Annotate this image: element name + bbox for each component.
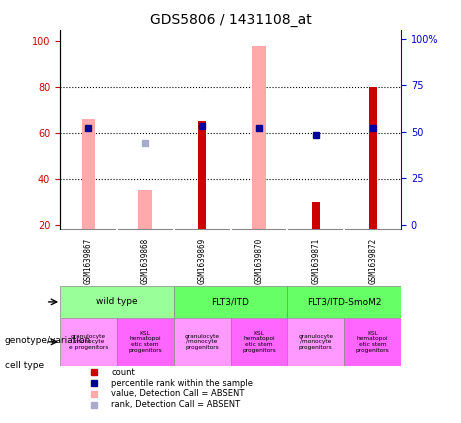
Text: granulocyte
/monocyte
progenitors: granulocyte /monocyte progenitors	[298, 333, 333, 350]
Bar	[60, 318, 117, 366]
Text: count: count	[111, 368, 135, 376]
Bar	[230, 318, 287, 366]
Text: GSM1639868: GSM1639868	[141, 238, 150, 284]
Bar	[198, 121, 206, 229]
Bar	[138, 190, 152, 229]
Bar	[82, 119, 95, 229]
Text: value, Detection Call = ABSENT: value, Detection Call = ABSENT	[111, 390, 244, 398]
Text: KSL
hematopoi
etic stem
progenitors: KSL hematopoi etic stem progenitors	[128, 331, 162, 353]
Bar	[117, 318, 174, 366]
Bar	[287, 286, 401, 318]
Text: granulocyte
/monocyte
e progenitors: granulocyte /monocyte e progenitors	[69, 333, 108, 350]
Text: GSM1639871: GSM1639871	[311, 238, 320, 284]
Text: GSM1639872: GSM1639872	[368, 238, 377, 284]
Text: GSM1639867: GSM1639867	[84, 238, 93, 284]
Text: FLT3/ITD-SmoM2: FLT3/ITD-SmoM2	[307, 297, 381, 306]
Text: rank, Detection Call = ABSENT: rank, Detection Call = ABSENT	[111, 400, 240, 409]
Text: percentile rank within the sample: percentile rank within the sample	[111, 379, 253, 387]
Text: GSM1639869: GSM1639869	[198, 238, 207, 284]
Text: KSL
hematopoi
etic stem
progenitors: KSL hematopoi etic stem progenitors	[356, 331, 390, 353]
Bar	[174, 318, 230, 366]
Text: GSM1639870: GSM1639870	[254, 238, 263, 284]
Text: genotype/variation: genotype/variation	[5, 336, 91, 345]
Text: granulocyte
/monocyte
progenitors: granulocyte /monocyte progenitors	[184, 333, 219, 350]
Text: FLT3/ITD: FLT3/ITD	[212, 297, 249, 306]
Bar	[369, 87, 377, 229]
Title: GDS5806 / 1431108_at: GDS5806 / 1431108_at	[150, 13, 311, 27]
Text: cell type: cell type	[5, 361, 44, 371]
Text: KSL
hematopoi
etic stem
progenitors: KSL hematopoi etic stem progenitors	[242, 331, 276, 353]
Bar	[174, 286, 287, 318]
Bar	[252, 46, 266, 229]
Bar	[312, 202, 320, 229]
Bar	[60, 286, 174, 318]
Bar	[344, 318, 401, 366]
Text: wild type: wild type	[96, 297, 137, 306]
Bar	[287, 318, 344, 366]
